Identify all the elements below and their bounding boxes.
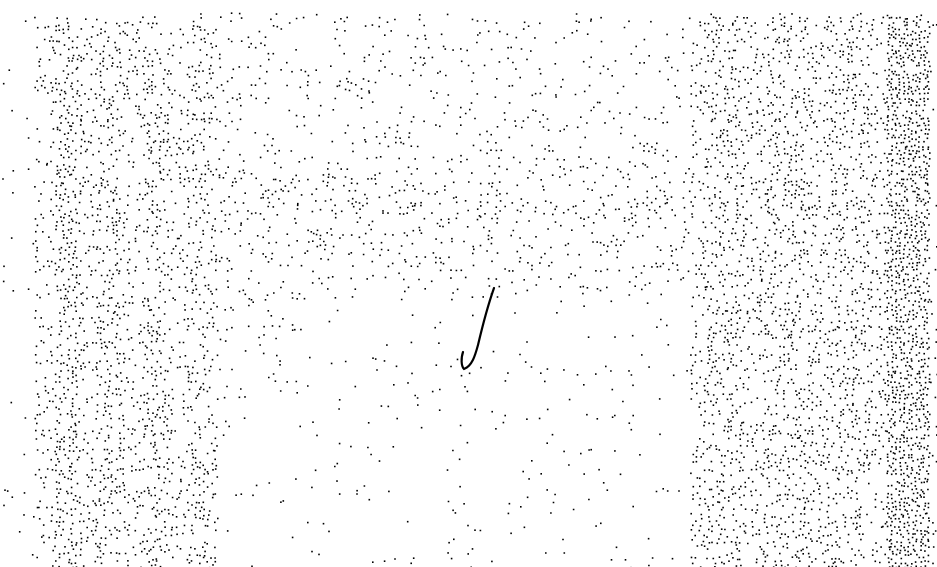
ink-stroke (460, 286, 496, 371)
